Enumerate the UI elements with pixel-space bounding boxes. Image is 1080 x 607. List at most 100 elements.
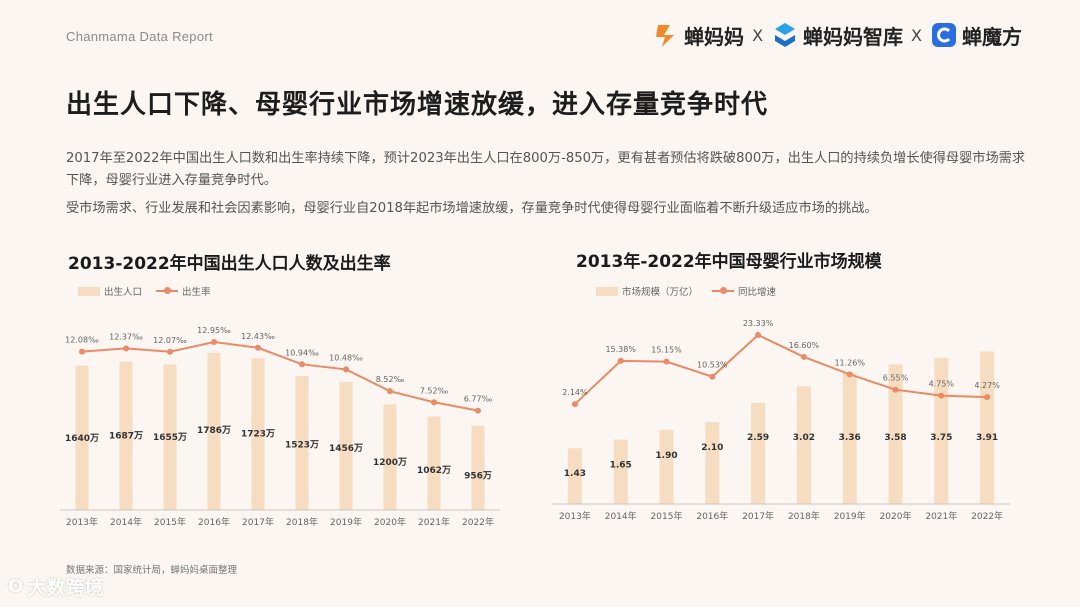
line-point: [387, 388, 393, 395]
bar: [471, 425, 485, 510]
line-point: [800, 353, 807, 360]
bar-value-label: 3.36: [839, 433, 861, 443]
birth-population-chart: 1640万 1687万 1655万 1786万 1723万 1523万 1456万 1200万…: [60, 326, 500, 528]
data-source-note: 数据来源：国家统计局，蝉妈妈桌面整理: [66, 565, 238, 576]
legend-line-swatch: [712, 287, 735, 294]
bar-value-label: 1786万: [197, 425, 231, 436]
chanmofang-logo-icon: [932, 23, 956, 47]
x-tick-label: 2018年: [286, 516, 318, 528]
bar: [251, 358, 265, 510]
intro-paragraph: 受市场需求、行业发展和社会因素影响，母婴行业自2018年起市场增速放缓，存量竞争…: [66, 201, 878, 216]
bar-value-label: 1062万: [417, 465, 451, 476]
line-value-label: 12.07‰: [153, 336, 187, 345]
x-tick-label: 2015年: [154, 516, 186, 528]
bar: [567, 448, 582, 504]
bar-value-label: 1687万: [109, 430, 143, 441]
legend-label: 市场规模（万亿）: [622, 287, 699, 298]
x-tick-label: 2022年: [462, 516, 494, 528]
bar-value-label: 1.90: [655, 451, 677, 461]
line-value-label: 12.08‰: [65, 336, 99, 345]
line-point: [255, 344, 261, 351]
bar-value-label: 3.02: [793, 433, 815, 443]
bar-value-label: 3.75: [930, 433, 952, 443]
line-point: [167, 348, 173, 355]
chanmama-logo-icon: [656, 25, 675, 47]
x-tick-label: 2016年: [696, 510, 728, 522]
bar: [207, 352, 221, 510]
bar: [659, 429, 674, 504]
bar: [796, 386, 811, 504]
series-line: [81, 340, 479, 412]
line-point: [79, 348, 85, 355]
bar-value-label: 1200万: [373, 457, 407, 468]
line-value-label: 8.52‰: [376, 375, 405, 384]
bar-value-label: 3.91: [976, 433, 998, 443]
watermark: ʘ 大数跨境: [8, 573, 103, 600]
x-tick-label: 2021年: [418, 516, 450, 528]
x-tick-label: 2019年: [330, 516, 362, 528]
line-point: [846, 371, 853, 378]
bar: [163, 364, 177, 510]
report-label: Chanmama Data Report: [66, 29, 213, 44]
x-tick-label: 2017年: [742, 510, 774, 522]
legend-label: 出生人口: [104, 287, 143, 298]
line-point: [709, 373, 716, 380]
line-value-label: 12.37‰: [109, 332, 143, 341]
maternal-infant-market-chart: 1.43 1.65 1.90 2.10 2.59 3.02 3.36 3.58 3.75 3.91…: [552, 319, 1010, 522]
chanmama-zhiku-logo-icon: [775, 23, 796, 47]
bar-value-label: 1.43: [564, 469, 586, 479]
x-tick-label: 2020年: [880, 510, 912, 522]
bar: [339, 381, 353, 510]
line-point: [617, 357, 624, 364]
bar: [842, 372, 857, 504]
x-tick-label: 2017年: [242, 516, 274, 528]
bar: [613, 439, 628, 504]
line-value-label: 6.77‰: [464, 395, 493, 404]
bar: [75, 365, 89, 510]
legend-bar-swatch: [596, 286, 618, 296]
line-point: [123, 345, 129, 352]
bar-value-label: 1523万: [285, 439, 319, 450]
x-tick-label: 2019年: [834, 510, 866, 522]
brand-separator: X: [911, 25, 922, 45]
brand-chanmama: 蝉妈妈: [652, 21, 744, 50]
line-point: [984, 394, 991, 401]
x-tick-label: 2014年: [110, 516, 142, 528]
bar-value-label: 956万: [464, 471, 492, 482]
line-value-label: 16.60%: [789, 341, 820, 350]
line-point: [892, 386, 899, 393]
brand-chanmofang: 蝉魔方: [930, 21, 1022, 50]
series-line: [574, 333, 988, 405]
chart-title: 2013-2022年中国出生人口人数及出生率: [68, 254, 391, 274]
line-point: [755, 332, 762, 338]
line-value-label: 10.53%: [697, 361, 728, 370]
bar-value-label: 1456万: [329, 443, 363, 454]
line-value-label: 10.94‰: [285, 348, 319, 357]
line-value-label: 10.48‰: [329, 353, 363, 362]
bar: [888, 364, 903, 504]
line-value-label: 2.14%: [562, 388, 588, 397]
bar: [119, 361, 133, 510]
x-tick-label: 2018年: [788, 510, 820, 522]
x-tick-label: 2013年: [559, 510, 591, 522]
x-tick-label: 2015年: [651, 510, 683, 522]
chart-legend: 市场规模（万亿） 同比增速: [596, 284, 784, 298]
watermark-text: 大数跨境: [27, 577, 104, 599]
bar-value-label: 1655万: [153, 432, 187, 443]
line-point: [343, 366, 349, 373]
line-point: [211, 339, 217, 345]
line-value-label: 12.95‰: [197, 326, 231, 335]
line-point: [938, 392, 945, 399]
line-value-label: 23.33%: [743, 319, 774, 328]
line-value-label: 6.55%: [883, 374, 909, 383]
bar-value-label: 1640万: [65, 433, 99, 444]
legend-label: 出生率: [182, 287, 211, 298]
line-point: [475, 407, 481, 414]
legend-line-swatch: [156, 287, 179, 294]
bar-value-label: 2.10: [701, 443, 723, 453]
legend-item: 出生率: [156, 284, 211, 298]
line-value-label: 4.75%: [929, 380, 955, 389]
brand-separator: X: [752, 25, 764, 45]
x-tick-label: 2013年: [66, 516, 98, 528]
